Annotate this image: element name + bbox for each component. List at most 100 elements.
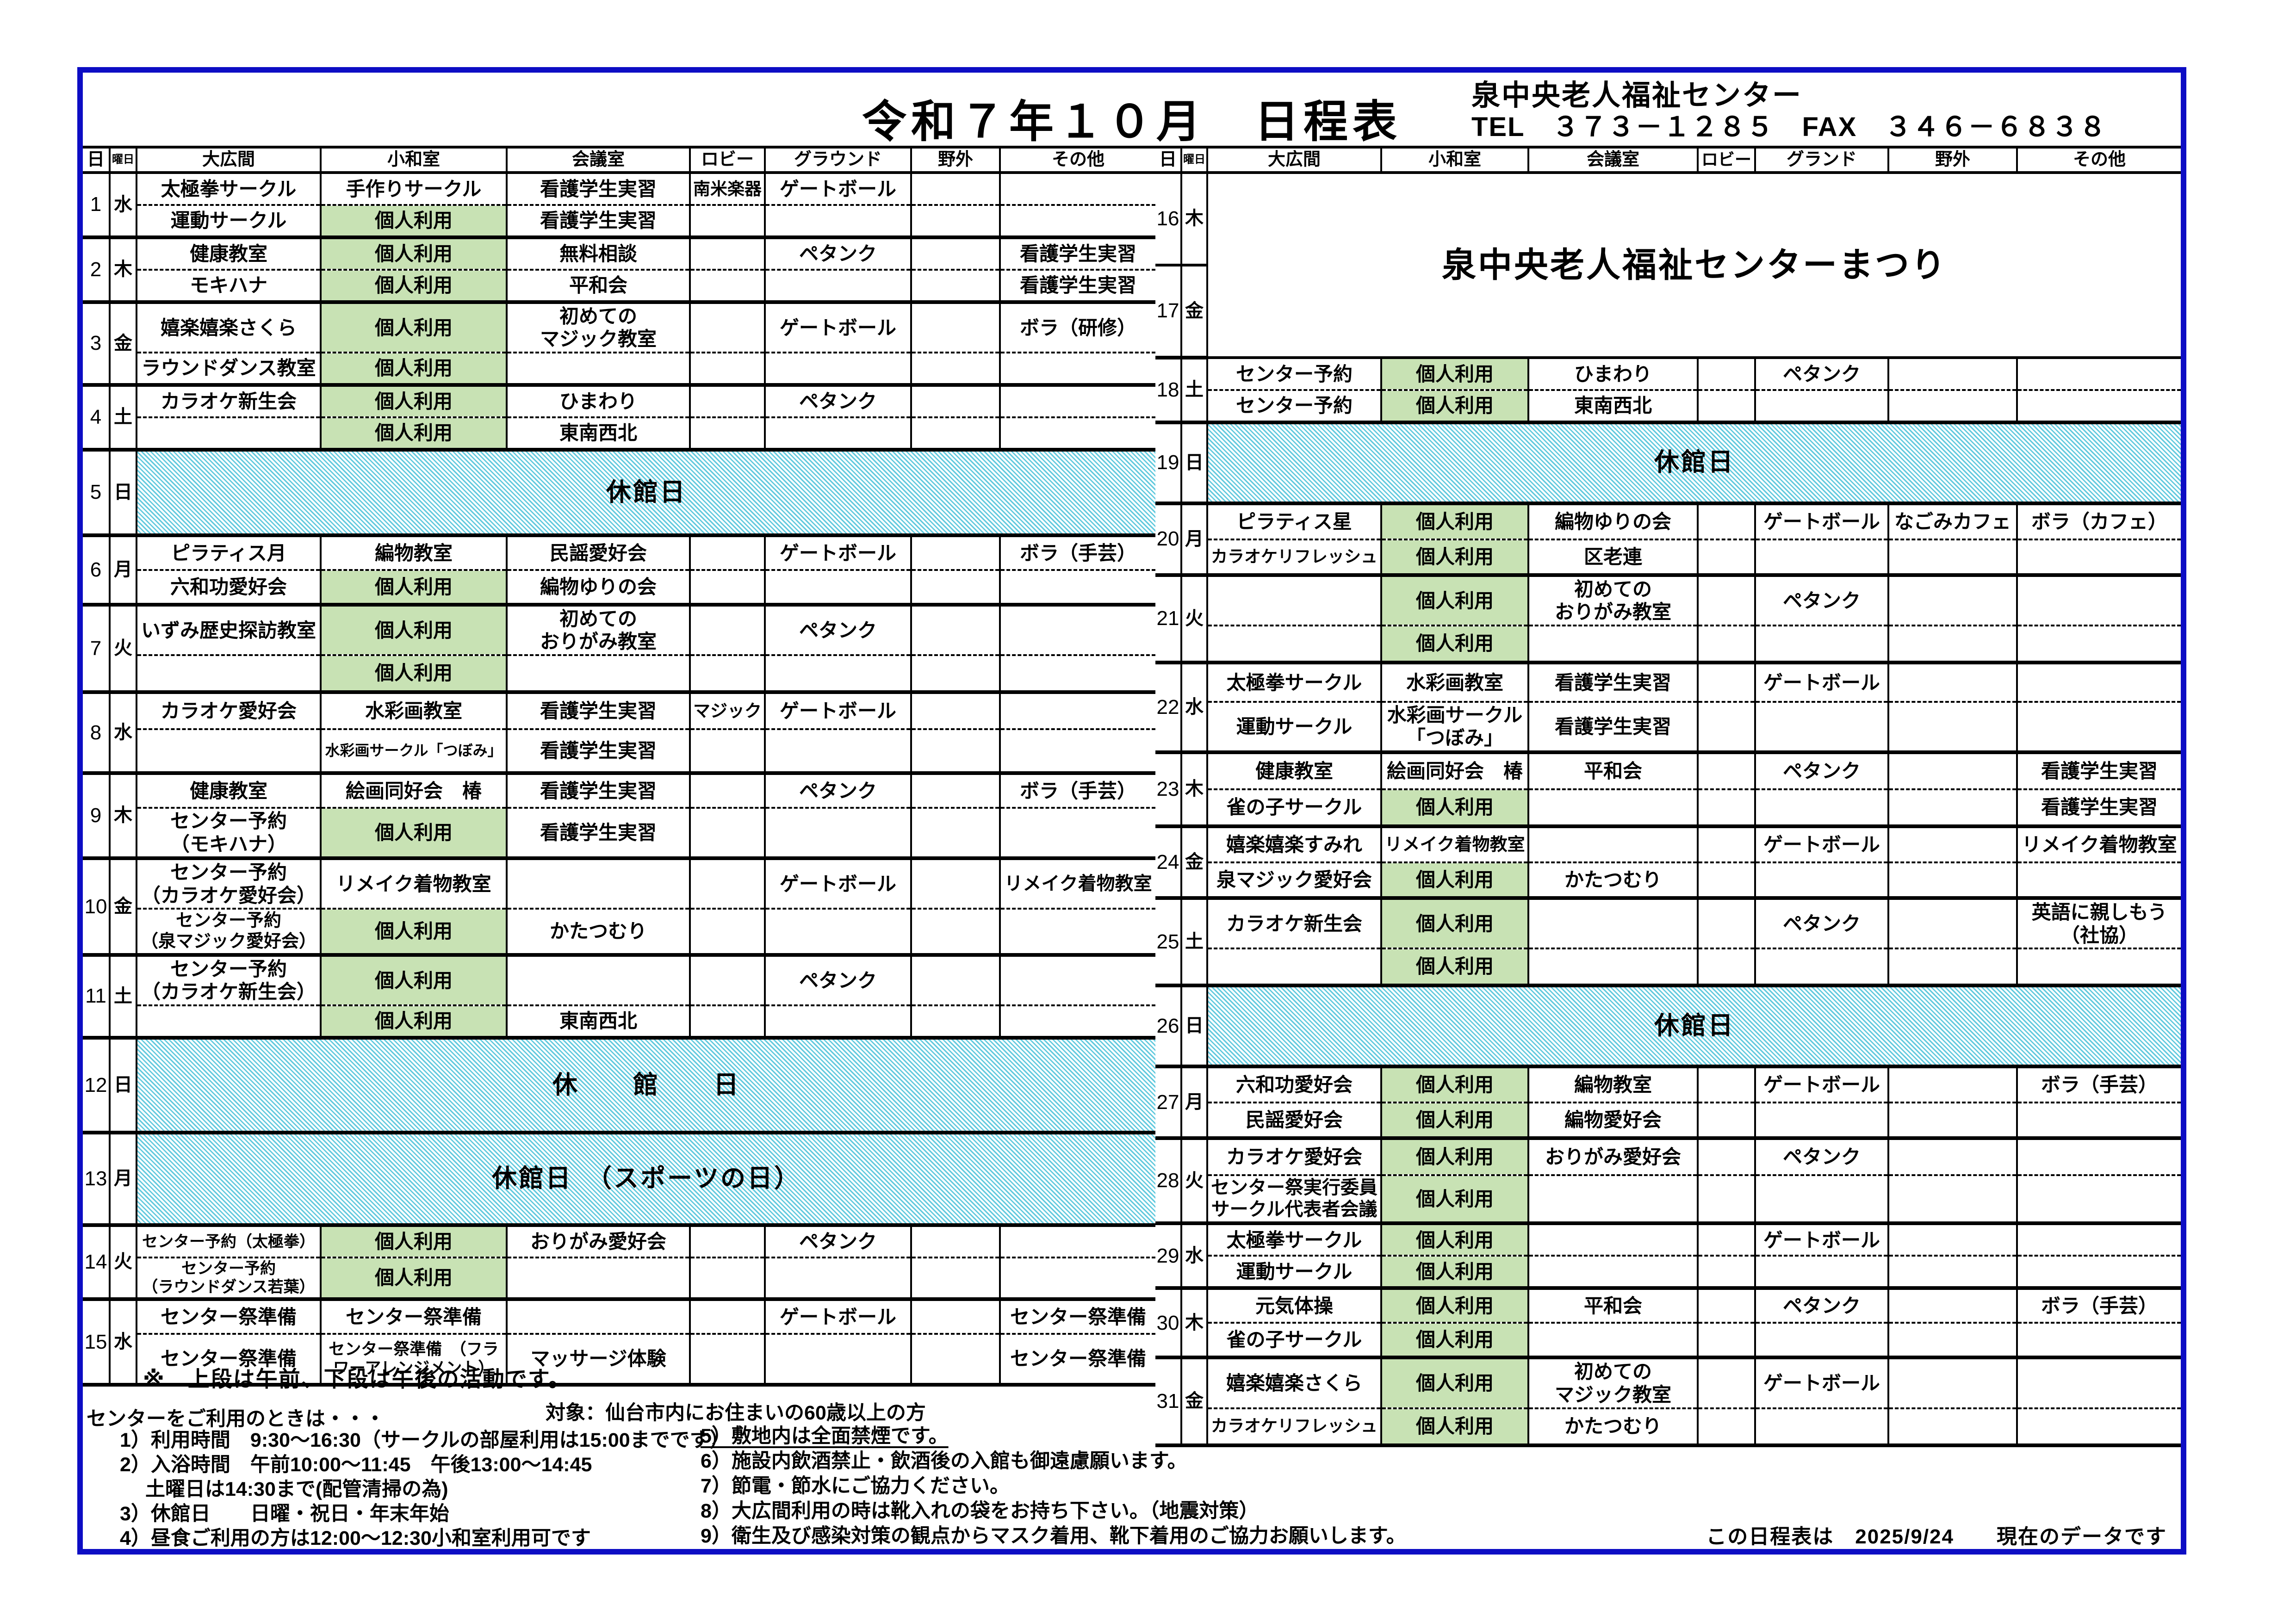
schedule-cell: 絵画同好会 椿 — [320, 772, 508, 809]
day-number: 24 — [1155, 825, 1182, 900]
schedule-cell — [1887, 700, 2018, 755]
schedule-cell — [2016, 624, 2181, 664]
schedule-cell — [2016, 1357, 2181, 1409]
closed-band: 休館日 — [1206, 984, 2181, 1069]
column-header: 会議室 — [1527, 146, 1699, 174]
schedule-cell — [1697, 825, 1756, 864]
schedule-cell: マジック — [689, 691, 766, 731]
schedule-cell: ひまわり — [1527, 356, 1699, 391]
schedule-cell — [689, 1298, 766, 1335]
schedule-cell: 個人利用 — [1380, 1255, 1529, 1290]
column-header: グランド — [1754, 146, 1889, 174]
schedule-cell: 六和功愛好会 — [1206, 1065, 1382, 1104]
schedule-cell — [1527, 788, 1699, 829]
schedule-cell: モキハナ — [136, 268, 322, 304]
schedule-cell — [689, 728, 766, 775]
closed-band: 休館日 （スポーツの日） — [136, 1131, 1155, 1227]
schedule-cell: ペタンク — [1754, 356, 1889, 391]
schedule-cell — [1697, 788, 1756, 829]
rule-item: 9）衛生及び感染対策の観点からマスク着用、靴下着用のご協力お願いします。 — [701, 1525, 1406, 1547]
weekday: 日 — [109, 1036, 137, 1134]
schedule-cell: ゲートボール — [764, 534, 912, 571]
schedule-cell: 元気体操 — [1206, 1287, 1382, 1324]
column-header: その他 — [999, 146, 1155, 174]
schedule-cell: センター予約（太極拳） — [136, 1224, 322, 1258]
schedule-cell — [2016, 1174, 2181, 1226]
schedule-cell — [910, 1333, 1001, 1387]
schedule-cell — [1697, 1137, 1756, 1177]
schedule-cell — [689, 603, 766, 657]
schedule-cell: 個人利用 — [320, 268, 508, 304]
schedule-cell: 無料相談 — [506, 236, 691, 271]
schedule-cell — [689, 534, 766, 571]
schedule-cell: 運動サークル — [1206, 700, 1382, 755]
schedule-cell — [1697, 1287, 1756, 1324]
day-number: 21 — [1155, 574, 1182, 664]
schedule-cell — [910, 534, 1001, 571]
schedule-cell — [1887, 1287, 2018, 1324]
schedule-cell — [764, 654, 912, 694]
schedule-cell: カラオケ新生会 — [1206, 897, 1382, 950]
schedule-cell — [1754, 389, 1889, 424]
schedule-cell: 初めての マジック教室 — [1527, 1357, 1699, 1409]
schedule-table: 日曜日 大広間 小和室 会議室 ロビー グランド 野外 その他 16 木泉中央老人福祉センターまつ… — [1155, 146, 2181, 1447]
weekday: 日 — [1180, 421, 1208, 505]
schedule-cell — [910, 654, 1001, 694]
weekday: 金 — [109, 857, 137, 957]
schedule-cell — [1697, 624, 1756, 664]
schedule-cell — [999, 171, 1155, 206]
schedule-cell — [1697, 356, 1756, 391]
schedule-cell — [764, 1256, 912, 1301]
facility-name: 泉中央老人福祉センター — [1471, 80, 1803, 112]
schedule-cell — [1697, 1102, 1756, 1140]
schedule-cell — [910, 772, 1001, 809]
schedule-cell: 健康教室 — [136, 236, 322, 271]
schedule-cell: 水彩画教室 — [1380, 661, 1529, 703]
schedule-cell: センター予約 — [1206, 356, 1382, 391]
schedule-cell: センター予約 （カラオケ新生会） — [136, 954, 322, 1006]
column-header: 日 — [1155, 146, 1182, 174]
schedule-cell: 個人利用 — [1380, 1102, 1529, 1140]
schedule-cell — [1887, 661, 2018, 703]
schedule-cell: 個人利用 — [320, 603, 508, 657]
schedule-cell — [1697, 1255, 1756, 1290]
schedule-cell: ペタンク — [764, 384, 912, 418]
schedule-cell: 個人利用 — [1380, 861, 1529, 900]
schedule-cell — [999, 1256, 1155, 1301]
weekday: 木 — [1180, 1287, 1208, 1360]
schedule-cell: 水彩画教室 — [320, 691, 508, 731]
schedule-cell: センター祭準備 — [999, 1333, 1155, 1387]
schedule-cell: 健康教室 — [136, 772, 322, 809]
schedule-cell: 手作りサークル — [320, 171, 508, 206]
column-header: 大広間 — [1206, 146, 1382, 174]
schedule-cell — [506, 351, 691, 387]
schedule-cell: 個人利用 — [320, 1256, 508, 1301]
schedule-cell — [506, 857, 691, 910]
schedule-cell — [1697, 1407, 1756, 1447]
schedule-cell: 個人利用 — [1380, 1287, 1529, 1324]
schedule-sheet: 令和７年１０月 日程表 泉中央老人福祉センター TEL ３７３－１２８５ FAX… — [77, 67, 2186, 1555]
schedule-cell: リメイク着物教室 — [2016, 825, 2181, 864]
schedule-cell: 看護学生実習 — [506, 772, 691, 809]
column-header: 小和室 — [320, 146, 508, 174]
schedule-cell: 水彩画サークル 「つぼみ」 — [1380, 700, 1529, 755]
schedule-cell: 絵画同好会 椿 — [1380, 751, 1529, 791]
day-number: 17 — [1155, 264, 1182, 359]
schedule-cell: 平和会 — [1527, 751, 1699, 791]
schedule-cell — [2016, 1407, 2181, 1447]
schedule-cell — [1527, 897, 1699, 950]
closed-band: 休 館 日 — [136, 1036, 1155, 1134]
column-header: 曜日 — [1180, 146, 1208, 174]
weekday: 日 — [1180, 984, 1208, 1069]
schedule-cell: ゲートボール — [764, 691, 912, 731]
rule-item: 8）大広間利用の時は靴入れの袋をお持ち下さい。（地震対策） — [701, 1500, 1259, 1522]
schedule-cell — [2016, 1137, 2181, 1177]
closed-band: 休館日 — [136, 448, 1155, 537]
schedule-cell — [764, 1004, 912, 1040]
schedule-cell — [764, 204, 912, 239]
day-number: 4 — [83, 384, 111, 452]
weekday: 水 — [109, 691, 137, 775]
schedule-cell: 個人利用 — [1380, 948, 1529, 988]
schedule-cell — [1754, 700, 1889, 755]
schedule-cell: 初めての おりがみ教室 — [1527, 574, 1699, 626]
